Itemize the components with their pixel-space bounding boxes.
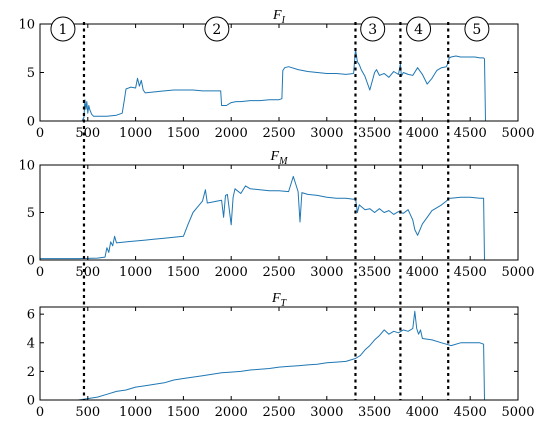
x-tick-label: 5000	[501, 405, 534, 420]
x-tick-label: 4000	[406, 126, 439, 141]
x-tick-label: 2000	[215, 126, 248, 141]
phase-number: 2	[212, 22, 221, 38]
panel-title: FT	[271, 291, 288, 309]
x-tick-label: 0	[36, 126, 44, 141]
x-tick-label: 4500	[454, 265, 487, 280]
phase-marker-2: 2	[204, 16, 230, 42]
phase-circle	[204, 16, 230, 42]
phase-circle	[50, 16, 76, 42]
x-tick-label: 0	[36, 265, 44, 280]
phase-marker-5: 5	[464, 16, 490, 42]
phase-marker-1: 1	[50, 16, 76, 42]
panel-FI: 0 500 1000 1500 2000 2500 3000 3500 4000 4500 5000…	[18, 8, 534, 141]
series-line-FT	[40, 310, 487, 401]
x-tick-label: 3500	[358, 405, 391, 420]
y-tick-label: 5	[27, 206, 35, 221]
phase-circle	[464, 16, 490, 42]
phase-number: 1	[58, 22, 67, 38]
x-tick-label: 4500	[454, 405, 487, 420]
x-tick-label: 3000	[310, 265, 343, 280]
panel-title-main: F	[270, 149, 280, 164]
y-tick-label: 0	[27, 394, 35, 409]
panel-title: FM	[270, 149, 289, 167]
x-tick-label: 4000	[406, 265, 439, 280]
x-tick-label: 5000	[501, 265, 534, 280]
panel-FM: 0 500 1000 1500 2000 2500 3000 3500 4000 4500 5000…	[18, 149, 534, 280]
x-tick-label: 1000	[119, 265, 152, 280]
panel-title-subscript: I	[281, 15, 286, 26]
phase-separators	[82, 22, 450, 400]
x-tick-label: 2000	[215, 405, 248, 420]
y-tick-label: 5	[27, 66, 35, 81]
x-tick-label: 4000	[406, 405, 439, 420]
y-tick-label: 10	[18, 18, 35, 33]
x-tick-label: 3500	[358, 265, 391, 280]
y-tick-label: 4	[27, 336, 35, 351]
axes-box	[39, 164, 519, 261]
panel-title-main: F	[272, 8, 282, 23]
axes-box	[39, 306, 519, 401]
y-tick-label: 0	[27, 254, 35, 269]
x-tick-label: 1500	[167, 265, 200, 280]
panel-title: FI	[272, 8, 286, 26]
y-tick-label: 10	[18, 159, 35, 174]
y-tick-label: 0	[27, 115, 35, 130]
x-tick-label: 2500	[262, 405, 295, 420]
x-tick-label: 1500	[167, 126, 200, 141]
x-tick-label: 1000	[119, 405, 152, 420]
series-line-FI	[40, 48, 487, 122]
x-tick-label: 4500	[454, 126, 487, 141]
y-tick-label: 6	[27, 308, 35, 323]
phase-number: 4	[414, 22, 423, 38]
panel-title-subscript: T	[281, 298, 288, 309]
x-tick-label: 2500	[262, 265, 295, 280]
phase-marker-4: 4	[406, 16, 432, 42]
x-tick-label: 2500	[262, 126, 295, 141]
panel-title-main: F	[271, 291, 281, 306]
phase-circle	[360, 16, 386, 42]
x-tick-label: 500	[75, 126, 100, 141]
y-tick-label: 2	[27, 365, 35, 380]
phase-number: 5	[472, 22, 481, 38]
panel-title-subscript: M	[278, 156, 288, 167]
x-tick-label: 3000	[310, 126, 343, 141]
phase-marker-3: 3	[360, 16, 386, 42]
x-tick-label: 1000	[119, 126, 152, 141]
x-tick-label: 5000	[501, 126, 534, 141]
axes-box	[39, 23, 519, 122]
x-tick-label: 2000	[215, 265, 248, 280]
series-line-FM	[40, 175, 487, 261]
x-tick-label: 3500	[358, 126, 391, 141]
x-tick-label: 500	[75, 405, 100, 420]
phase-labels: 1 2 3 4 5	[50, 16, 490, 42]
phase-number: 3	[368, 22, 377, 38]
phase-circle	[406, 16, 432, 42]
x-tick-label: 0	[36, 405, 44, 420]
panel-FT: 0 500 1000 1500 2000 2500 3000 3500 4000 4500 5000…	[27, 291, 535, 420]
x-tick-label: 500	[75, 265, 100, 280]
x-tick-label: 3000	[310, 405, 343, 420]
x-tick-label: 1500	[167, 405, 200, 420]
